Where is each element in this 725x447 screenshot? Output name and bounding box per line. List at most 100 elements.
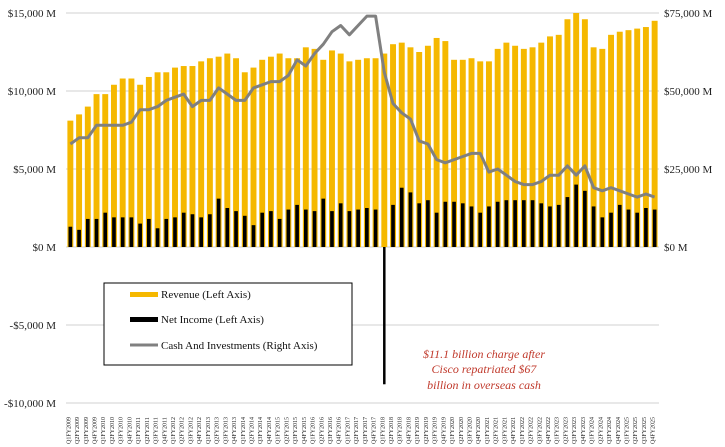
revenue-bar (398, 42, 405, 247)
x-tick-label: Q4FY2016 (337, 417, 343, 444)
revenue-bar (608, 34, 615, 248)
annotation: $11.1 billion charge after Cisco repatri… (423, 347, 545, 392)
net-income-bar (129, 217, 134, 247)
annotation-line-1: $11.1 billion charge after (423, 347, 545, 361)
x-tick-label: Q4FY2009 (93, 417, 99, 444)
revenue-bar (494, 48, 501, 247)
revenue-bar (451, 59, 458, 247)
x-tick-label: Q4FY2013 (232, 417, 238, 444)
x-tick-label: Q4FY2021 (511, 417, 517, 444)
left-tick-label: -$5,000 M (10, 320, 57, 332)
net-income-bar (321, 198, 326, 247)
x-tick-label: Q4FY2017 (372, 417, 378, 444)
left-tick-label: -$10,000 M (4, 398, 56, 410)
net-income-bar (460, 203, 465, 247)
right-tick-label: $25,000 M (664, 164, 713, 176)
net-income-bar (303, 209, 308, 247)
net-income-bar (286, 209, 291, 247)
revenue-bar (459, 59, 466, 247)
revenue-bar (267, 56, 274, 248)
x-tick-label: Q1FY2018 (380, 417, 386, 444)
x-tick-label: Q3FY2022 (537, 417, 543, 444)
x-tick-label: Q4FY2024 (616, 417, 622, 444)
x-tick-label: Q2FY2013 (215, 417, 221, 444)
revenue-bar (433, 37, 440, 248)
x-tick-label: Q1FY2025 (624, 417, 630, 444)
net-income-bar (452, 201, 456, 247)
right-axis: $75,000 M $50,000 M $25,000 M $0 M (664, 8, 713, 254)
net-income-bar (234, 211, 238, 247)
revenue-bar (651, 20, 658, 247)
x-tick-label: Q1FY2024 (590, 417, 596, 444)
x-tick-label: Q2FY2024 (598, 417, 604, 444)
x-tick-label: Q2FY2017 (354, 417, 360, 444)
x-tick-label: Q4FY2014 (267, 417, 273, 444)
right-tick-label: $0 M (664, 242, 688, 254)
x-tick-label: Q2FY2020 (459, 417, 465, 444)
net-income-bar (365, 208, 369, 247)
revenue-bar (390, 44, 396, 248)
net-income-bar (269, 211, 273, 247)
net-income-bar (478, 212, 483, 247)
left-axis: $15,000 M $10,000 M $5,000 M $0 M -$5,000 M -… (4, 8, 56, 410)
net-income-bar (164, 218, 169, 247)
net-income-bar (112, 217, 116, 247)
x-tick-label: Q1FY2010 (101, 417, 107, 444)
revenue-bar (485, 61, 492, 247)
revenue-bar (520, 48, 527, 247)
net-income-bar (216, 198, 221, 247)
x-tick-label: Q2FY2018 (389, 417, 395, 444)
revenue-bar (555, 34, 562, 248)
net-income-bar (583, 190, 587, 247)
x-tick-label: Q1FY2012 (171, 417, 177, 444)
net-income-bar (120, 217, 125, 247)
x-tick-label: Q2FY2021 (494, 417, 500, 444)
revenue-bar (642, 27, 649, 247)
revenue-bar (634, 28, 641, 247)
right-tick-label: $50,000 M (664, 86, 713, 98)
revenue-bar (198, 61, 205, 247)
net-income-bar (77, 229, 81, 247)
net-income-bar (138, 223, 142, 247)
revenue-bar (233, 58, 240, 247)
x-tick-label: Q3FY2025 (642, 417, 648, 444)
revenue-bar (224, 53, 231, 248)
x-tick-label: Q2FY2011 (145, 417, 151, 444)
x-tick-label: Q1FY2019 (415, 417, 421, 444)
revenue-bar (564, 19, 571, 247)
x-tick-label: Q4FY2011 (162, 417, 168, 444)
net-income-bar (443, 201, 448, 247)
net-income-bar (644, 208, 648, 247)
net-income-bar (330, 211, 334, 247)
revenue-bar (250, 67, 257, 247)
revenue-bar (294, 58, 301, 247)
left-tick-label: $10,000 M (8, 86, 57, 98)
x-tick-label: Q3FY2017 (363, 417, 369, 444)
revenue-bar (285, 58, 292, 247)
cash-line-path (69, 14, 656, 199)
x-tick-label: Q1FY2011 (136, 417, 142, 444)
x-tick-label: Q4FY2012 (197, 417, 203, 444)
net-income-bar (356, 209, 360, 247)
revenue-bar (573, 13, 580, 247)
net-income-bar (94, 218, 99, 247)
net-income-bar (155, 228, 160, 247)
revenue-bar (128, 78, 135, 248)
x-tick-label: Q2FY2016 (319, 417, 325, 444)
net-income-bar (504, 200, 509, 247)
net-income-bar (513, 200, 517, 247)
x-tick-label: Q1FY2017 (345, 417, 351, 444)
net-income-bar (295, 204, 299, 247)
revenue-bar (590, 47, 597, 247)
x-tick-label: Q1FY2020 (450, 417, 456, 444)
x-tick-label: Q3FY2010 (119, 417, 125, 444)
x-tick-label: Q3FY2013 (223, 417, 229, 444)
x-tick-label: Q4FY2019 (441, 417, 447, 444)
left-tick-label: $5,000 M (13, 164, 56, 176)
revenue-bar (215, 56, 222, 248)
x-tick-label: Q3FY2011 (154, 417, 160, 444)
revenue-bar (538, 42, 545, 247)
net-income-bar (487, 206, 491, 247)
x-tick-label: Q2FY2009 (75, 417, 81, 444)
left-tick-label: $0 M (32, 242, 56, 254)
